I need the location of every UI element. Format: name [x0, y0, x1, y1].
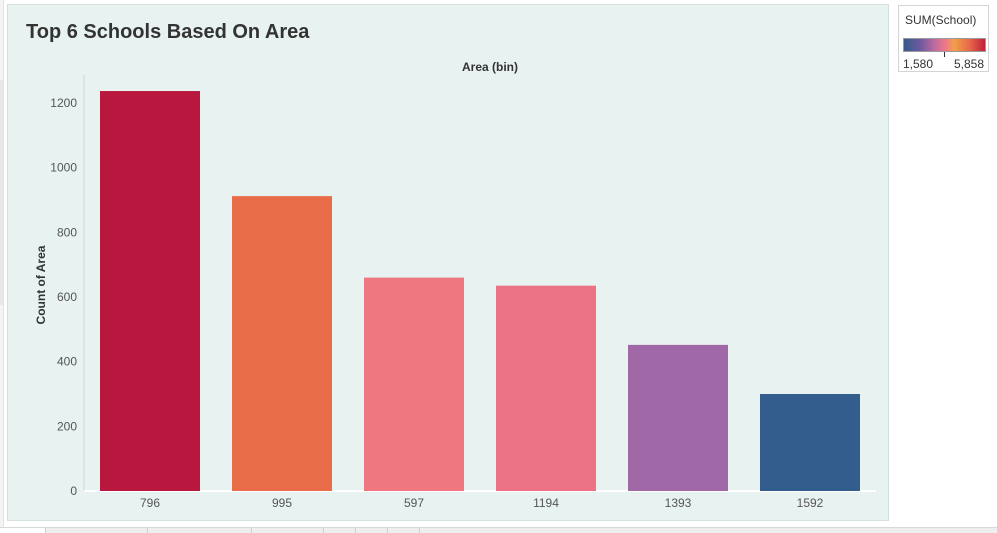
legend-max-label: 5,858	[953, 57, 984, 71]
sheet-tabs-strip	[0, 527, 997, 533]
y-tick-label: 1200	[50, 96, 77, 110]
x-tick-label: 1194	[533, 496, 559, 510]
y-tick-label: 600	[57, 290, 77, 304]
sheet-tab[interactable]	[252, 528, 324, 533]
sheet-tab[interactable]	[388, 528, 420, 533]
x-tick-label: 796	[140, 496, 160, 510]
x-tick-label: 597	[404, 496, 424, 510]
bar	[232, 196, 332, 491]
bar-chart-plot: 0 200 400 600 800 1000 1200 796 995 597 1194 1393 15…	[50, 75, 876, 510]
color-legend: SUM(School) 1,580 5,858	[898, 5, 989, 72]
y-tick-label: 800	[57, 225, 77, 239]
sheet-tab[interactable]	[0, 528, 46, 533]
x-tick-label: 1592	[797, 496, 824, 510]
chart-title: Top 6 Schools Based On Area	[26, 21, 310, 43]
sheet-tab[interactable]	[148, 528, 252, 533]
x-tick-label: 1393	[665, 496, 692, 510]
y-tick-label: 400	[57, 355, 77, 369]
sheet-tab[interactable]	[324, 528, 356, 533]
sheet-tab[interactable]	[46, 528, 148, 533]
bar	[496, 285, 596, 491]
x-axis-title: Area (bin)	[461, 60, 519, 74]
bar	[364, 277, 464, 491]
y-tick-label: 200	[57, 419, 77, 433]
legend-color-ramp	[903, 38, 986, 52]
y-tick-label: 0	[70, 484, 77, 498]
chart-panel: Top 6 Schools Based On Area Area (bin) C…	[7, 4, 889, 521]
legend-tick	[944, 52, 945, 57]
bar	[628, 344, 728, 491]
legend-min-label: 1,580	[903, 57, 934, 71]
y-tick-label: 1000	[50, 161, 77, 175]
x-tick-label: 995	[272, 496, 292, 510]
bar	[100, 91, 200, 491]
left-edge-segment	[0, 80, 3, 305]
sheet-tab[interactable]	[356, 528, 388, 533]
legend-title: SUM(School)	[905, 13, 977, 27]
bar	[760, 394, 860, 491]
